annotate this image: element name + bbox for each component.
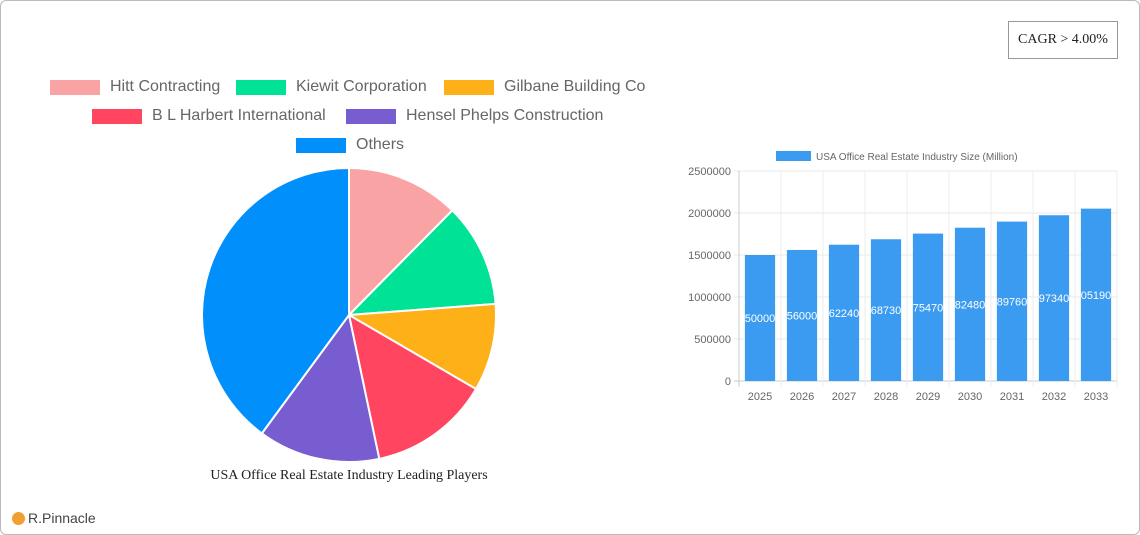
legend-label: B L Harbert International — [152, 107, 326, 124]
y-tick-label: 1500000 — [688, 250, 731, 262]
bar-value-label: 1897600 — [991, 296, 1034, 308]
legend-swatch — [50, 79, 100, 95]
bar-value-label: 1824800 — [949, 299, 992, 311]
legend-label: Hitt Contracting — [110, 78, 221, 95]
legend-item[interactable]: B L Harbert International — [92, 107, 326, 125]
legend-item[interactable]: Hitt Contracting — [50, 78, 220, 96]
bar-value-label: 1622400 — [823, 308, 866, 320]
y-tick-label: 0 — [725, 376, 731, 388]
cagr-badge: CAGR > 4.00% — [1008, 21, 1118, 59]
legend-swatch — [776, 151, 811, 161]
legend-label: Gilbane Building Co — [504, 78, 646, 95]
legend-item[interactable]: Hensel Phelps Construction — [346, 107, 603, 125]
logo-text: R.Pinnacle — [28, 510, 96, 526]
x-tick-label: 2030 — [958, 391, 982, 403]
legend-label: USA Office Real Estate Industry Size (Mi… — [816, 152, 1018, 163]
bar-value-label: 1754700 — [907, 302, 950, 314]
x-tick-label: 2033 — [1084, 391, 1108, 403]
logo: R.Pinnacle — [12, 510, 96, 526]
y-tick-label: 2500000 — [688, 166, 731, 178]
bar[interactable] — [786, 249, 818, 381]
logo-icon — [12, 511, 25, 525]
bar-value-label: 1500000 — [739, 313, 782, 325]
legend-swatch — [346, 108, 396, 124]
pie-title: USA Office Real Estate Industry Leading … — [210, 468, 488, 483]
legend-swatch — [236, 79, 286, 95]
bar-value-label: 2051900 — [1075, 290, 1118, 302]
legend-label: Others — [356, 136, 405, 153]
legend-item[interactable]: Gilbane Building Co — [444, 78, 645, 96]
bar[interactable] — [1080, 208, 1112, 381]
bar[interactable] — [870, 239, 902, 381]
bar[interactable] — [954, 227, 986, 381]
bar-value-label: 1687300 — [865, 305, 908, 317]
legend-swatch — [444, 79, 494, 95]
x-tick-label: 2032 — [1042, 391, 1066, 403]
bar[interactable] — [996, 221, 1028, 381]
bar-value-label: 1973400 — [1033, 293, 1076, 305]
x-tick-label: 2025 — [748, 391, 772, 403]
y-tick-label: 1000000 — [688, 292, 731, 304]
bar-value-label: 1560000 — [781, 310, 824, 322]
legend-swatch — [92, 108, 142, 124]
x-tick-label: 2027 — [832, 391, 856, 403]
y-tick-label: 500000 — [694, 334, 731, 346]
bar[interactable] — [1038, 215, 1070, 381]
x-tick-label: 2029 — [916, 391, 940, 403]
legend-label: Kiewit Corporation — [296, 78, 427, 95]
bar-legend[interactable]: USA Office Real Estate Industry Size (Mi… — [776, 151, 1018, 163]
y-tick-label: 2000000 — [688, 208, 731, 220]
bar[interactable] — [912, 233, 944, 381]
bar[interactable] — [828, 244, 860, 381]
legend-item[interactable]: Kiewit Corporation — [236, 78, 427, 96]
x-tick-label: 2028 — [874, 391, 898, 403]
legend-swatch — [296, 137, 346, 153]
x-tick-label: 2031 — [1000, 391, 1024, 403]
x-tick-label: 2026 — [790, 391, 814, 403]
legend-item[interactable]: Others — [296, 136, 404, 154]
legend-label: Hensel Phelps Construction — [406, 107, 604, 124]
bar[interactable] — [744, 255, 776, 381]
